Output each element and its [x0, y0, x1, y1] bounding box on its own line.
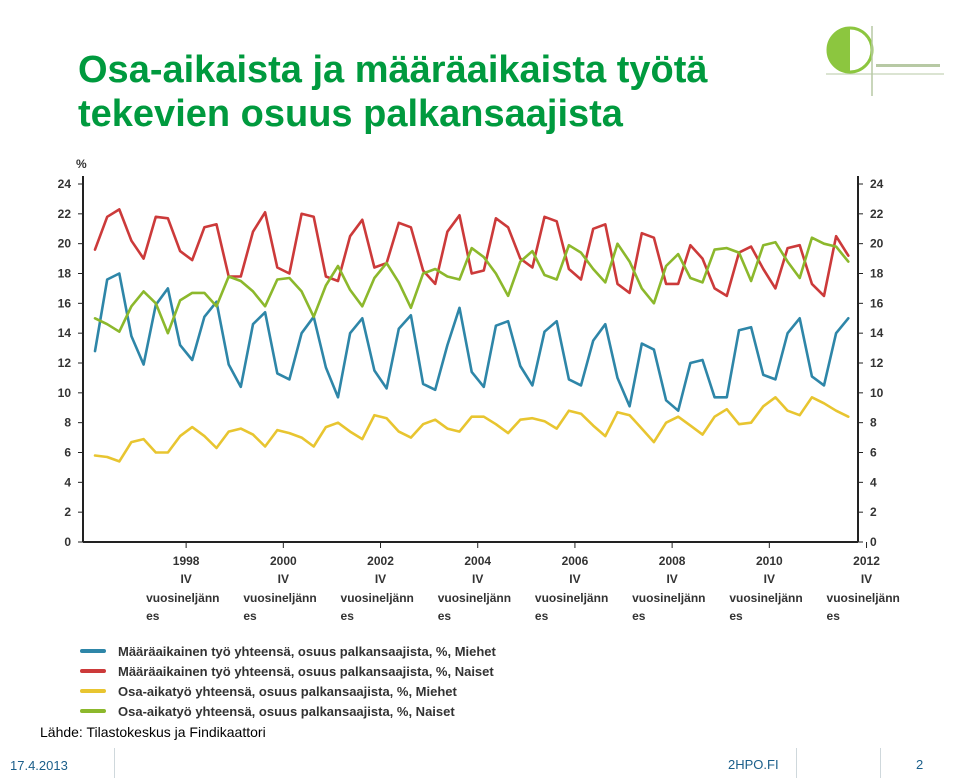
y-tick-label-right: 4	[870, 475, 877, 489]
y-tick-label-left: 22	[58, 207, 72, 221]
legend-swatch	[80, 709, 106, 713]
footer-page-number: 2	[916, 757, 924, 772]
footer-date: 17.4.2013	[10, 758, 68, 773]
source-note: Lähde: Tilastokeskus ja Findikaattori	[40, 724, 266, 740]
x-tick-label: vuosineljänn	[243, 591, 316, 605]
x-tick-label: IV	[861, 572, 872, 586]
x-tick-label: 2010	[756, 554, 783, 568]
legend-label: Osa-aikatyö yhteensä, osuus palkansaajis…	[118, 703, 455, 719]
x-tick-label: es	[146, 609, 160, 623]
x-tick-label: es	[632, 609, 646, 623]
series-line-3	[93, 396, 850, 463]
y-tick-label-left: 0	[64, 535, 71, 549]
legend-swatch	[80, 669, 106, 673]
x-tick-label: vuosineljänn	[729, 591, 802, 605]
y-tick-label-right: 6	[870, 446, 877, 460]
legend-item: Osa-aikatyö yhteensä, osuus palkansaajis…	[80, 701, 600, 721]
x-tick-label: 2002	[367, 554, 394, 568]
y-tick-label-left: 16	[58, 296, 72, 310]
y-tick-label-right: 8	[870, 416, 877, 430]
x-tick-label: vuosineljänn	[632, 591, 705, 605]
y-tick-label-right: 16	[870, 296, 884, 310]
y-tick-label-right: 24	[870, 177, 884, 191]
y-tick-label-right: 22	[870, 207, 884, 221]
x-tick-label: es	[243, 609, 257, 623]
legend-swatch	[80, 689, 106, 693]
x-tick-label: es	[438, 609, 452, 623]
footer-divider	[114, 748, 115, 778]
x-tick-label: IV	[472, 572, 483, 586]
y-axis-label: %	[76, 157, 87, 171]
x-tick-label: 2004	[464, 554, 491, 568]
footer-divider	[880, 748, 881, 778]
y-tick-label-left: 24	[58, 177, 72, 191]
y-tick-label-right: 14	[870, 326, 884, 340]
x-tick-label: es	[341, 609, 355, 623]
legend-label: Määräaikainen työ yhteensä, osuus palkan…	[118, 663, 494, 679]
y-tick-label-right: 20	[870, 237, 884, 251]
x-tick-label: 1998	[173, 554, 200, 568]
y-tick-label-left: 18	[58, 267, 72, 281]
x-tick-label: es	[535, 609, 549, 623]
x-tick-label: vuosineljänn	[146, 591, 219, 605]
y-tick-label-left: 6	[64, 446, 71, 460]
x-tick-label: IV	[764, 572, 775, 586]
company-logo-icon	[826, 26, 944, 96]
x-tick-label: vuosineljänn	[341, 591, 414, 605]
y-tick-label-right: 10	[870, 386, 884, 400]
y-tick-label-left: 14	[58, 326, 72, 340]
title-line-1: Osa-aikaista ja määräaikaista työtä	[78, 49, 708, 91]
y-tick-label-left: 8	[64, 416, 71, 430]
series-line-2	[93, 208, 850, 298]
x-tick-label: IV	[569, 572, 580, 586]
x-tick-label: IV	[180, 572, 191, 586]
x-tick-label: IV	[375, 572, 386, 586]
footer-site: 2HPO.FI	[728, 757, 779, 772]
x-tick-label: IV	[666, 572, 677, 586]
y-tick-label-left: 10	[58, 386, 72, 400]
legend-item: Osa-aikatyö yhteensä, osuus palkansaajis…	[80, 681, 600, 701]
x-tick-label: 2006	[562, 554, 589, 568]
legend-label: Määräaikainen työ yhteensä, osuus palkan…	[118, 643, 496, 659]
x-tick-label: vuosineljänn	[535, 591, 608, 605]
legend-swatch	[80, 649, 106, 653]
x-tick-label: vuosineljänn	[438, 591, 511, 605]
x-tick-label: 2012	[853, 554, 880, 568]
slide-title: Osa-aikaista ja määräaikaista työtä teke…	[78, 48, 798, 136]
legend-label: Osa-aikatyö yhteensä, osuus palkansaajis…	[118, 683, 457, 699]
y-tick-label-right: 12	[870, 356, 884, 370]
x-tick-label: 2008	[659, 554, 686, 568]
y-tick-label-right: 0	[870, 535, 877, 549]
y-tick-label-left: 4	[64, 475, 71, 489]
x-tick-label: vuosineljänn	[827, 591, 900, 605]
x-tick-label: 2000	[270, 554, 297, 568]
y-tick-label-right: 18	[870, 267, 884, 281]
legend-item: Määräaikainen työ yhteensä, osuus palkan…	[80, 641, 600, 661]
legend-item: Määräaikainen työ yhteensä, osuus palkan…	[80, 661, 600, 681]
x-tick-label: es	[729, 609, 743, 623]
series-line-4	[93, 236, 850, 335]
y-tick-label-left: 12	[58, 356, 72, 370]
y-tick-label-left: 20	[58, 237, 72, 251]
y-tick-label-right: 2	[870, 505, 877, 519]
x-tick-label: IV	[278, 572, 289, 586]
y-tick-label-left: 2	[64, 505, 71, 519]
x-tick-label: es	[827, 609, 841, 623]
footer-divider	[796, 748, 797, 778]
series-line-1	[93, 272, 850, 413]
chart-legend: Määräaikainen työ yhteensä, osuus palkan…	[80, 641, 600, 721]
title-line-2: tekevien osuus palkansaajista	[78, 93, 623, 135]
